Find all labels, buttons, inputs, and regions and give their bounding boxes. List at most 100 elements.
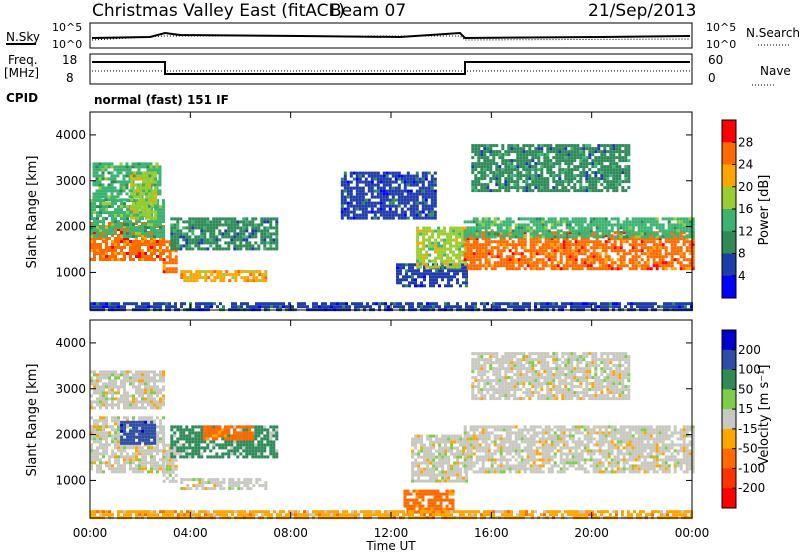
data-cell <box>615 302 618 306</box>
data-cell <box>90 202 93 206</box>
data-cell <box>96 422 99 426</box>
data-cell <box>269 223 273 227</box>
data-cell <box>465 272 468 276</box>
data-cell <box>591 147 595 151</box>
data-cell <box>279 305 282 309</box>
data-cell <box>498 177 502 181</box>
data-cell <box>114 443 117 447</box>
data-cell <box>502 229 506 233</box>
data-cell <box>194 241 198 245</box>
data-cell <box>135 470 138 474</box>
data-cell <box>546 180 550 184</box>
data-cell <box>670 252 674 256</box>
data-cell <box>382 207 386 211</box>
data-cell <box>379 186 383 190</box>
data-cell <box>525 174 529 178</box>
data-cell <box>577 267 581 271</box>
data-cell <box>496 243 500 247</box>
data-cell <box>510 180 514 184</box>
data-cell <box>475 255 479 259</box>
data-cell <box>391 186 395 190</box>
data-cell <box>469 267 473 271</box>
colorbar-tick-label: 16 <box>738 202 753 216</box>
data-cell <box>510 302 513 306</box>
data-cell <box>603 186 607 190</box>
data-cell <box>475 258 479 262</box>
data-cell <box>486 156 490 160</box>
data-cell <box>603 302 606 306</box>
data-cell <box>391 195 395 199</box>
data-cell <box>458 259 462 263</box>
data-cell <box>501 186 505 190</box>
data-cell <box>469 237 473 241</box>
data-cell <box>108 455 111 459</box>
data-cell <box>340 189 344 193</box>
data-cell <box>579 177 583 181</box>
data-cell <box>93 205 96 209</box>
data-cell <box>340 213 344 217</box>
data-cell <box>242 235 246 239</box>
data-cell <box>601 261 605 265</box>
data-cell <box>579 150 583 154</box>
data-cell <box>432 305 435 309</box>
data-cell <box>544 223 548 227</box>
data-cell <box>634 243 638 247</box>
data-cell <box>565 243 569 247</box>
data-cell <box>508 258 512 262</box>
data-cell <box>111 449 114 453</box>
data-cell <box>486 183 490 187</box>
data-cell <box>676 220 680 224</box>
data-cell <box>138 258 141 261</box>
data-cell <box>122 189 126 193</box>
data-cell <box>165 249 169 253</box>
data-cell <box>111 388 114 392</box>
data-cell <box>114 223 117 227</box>
data-cell <box>248 241 252 245</box>
data-cell <box>431 259 435 263</box>
data-cell <box>416 235 420 239</box>
data-cell <box>639 305 642 309</box>
data-cell <box>507 180 511 184</box>
data-cell <box>246 279 250 283</box>
data-cell <box>484 243 488 247</box>
data-cell <box>387 305 390 309</box>
data-cell <box>507 147 511 151</box>
data-cell <box>96 428 99 432</box>
data-cell <box>643 243 647 247</box>
data-cell <box>658 237 662 241</box>
data-cell <box>472 255 476 259</box>
data-cell <box>132 394 135 398</box>
data-cell <box>425 265 429 269</box>
data-cell <box>203 241 207 245</box>
data-cell <box>516 180 520 184</box>
data-cell <box>558 153 562 157</box>
data-cell <box>498 183 502 187</box>
data-cell <box>652 243 656 247</box>
data-cell <box>117 226 120 230</box>
data-cell <box>346 183 350 187</box>
data-cell <box>213 302 216 306</box>
data-cell <box>664 264 668 268</box>
data-cell <box>179 229 183 233</box>
data-cell <box>148 180 152 184</box>
data-cell <box>129 394 132 398</box>
data-cell <box>496 261 500 265</box>
data-cell <box>416 229 420 233</box>
data-cell <box>122 186 126 190</box>
data-cell <box>150 455 153 459</box>
data-cell <box>486 162 490 166</box>
data-cell <box>421 207 425 211</box>
data-cell <box>588 177 592 181</box>
data-cell <box>409 198 413 202</box>
data-cell <box>149 174 153 178</box>
data-cell <box>107 186 111 190</box>
data-cell <box>364 177 368 181</box>
data-cell <box>598 240 602 244</box>
data-cell <box>579 153 583 157</box>
data-cell <box>129 243 132 246</box>
data-cell <box>147 255 150 258</box>
cpid-label: CPID <box>6 91 38 105</box>
data-cell <box>601 249 605 253</box>
data-cell <box>433 201 437 205</box>
data-cell <box>505 223 509 227</box>
